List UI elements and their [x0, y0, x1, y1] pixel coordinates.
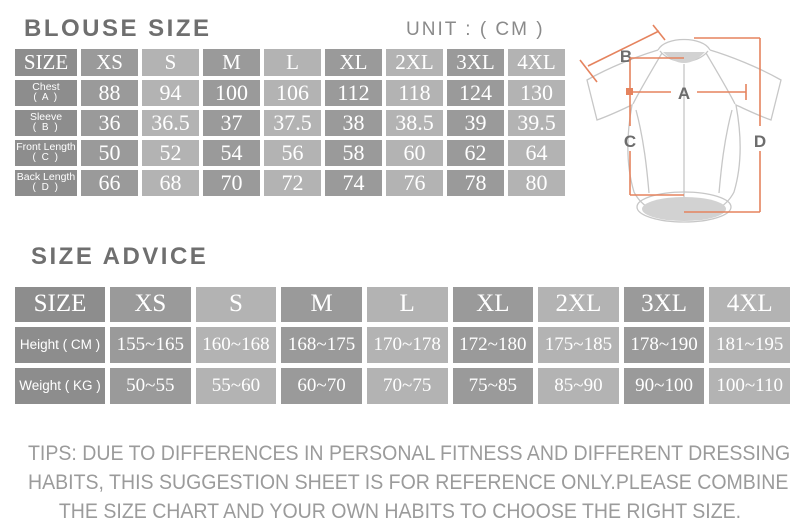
value-cell: 68 [142, 170, 199, 196]
value-cell: 155~165 [110, 327, 191, 363]
measure-tick-b1 [652, 24, 666, 41]
measure-label-a: A [678, 84, 690, 103]
value-cell: 118 [386, 80, 443, 106]
value-cell: 55~60 [195, 368, 277, 404]
value-cell: 80 [508, 170, 565, 196]
value-cell: 50 [81, 140, 138, 166]
measure-label-b: B [620, 47, 632, 66]
value-cell: 39 [447, 110, 504, 136]
column-header-4xl: 4XL [508, 49, 565, 76]
value-cell: 36.5 [142, 110, 199, 136]
value-cell: 64 [508, 140, 565, 166]
value-cell: 178~190 [623, 327, 705, 363]
value-cell: 130 [508, 80, 565, 106]
measure-label-d: D [754, 132, 766, 151]
column-header-xl: XL [452, 287, 534, 322]
value-cell: 37.5 [264, 110, 321, 136]
value-cell: 170~178 [366, 327, 448, 363]
tips-text: TIPS: DUE TO DIFFERENCES IN PERSONAL FIT… [28, 439, 791, 524]
value-cell: 70 [203, 170, 260, 196]
value-cell: 75~85 [452, 368, 534, 404]
row-label: Chest( A ) [15, 80, 77, 106]
value-cell: 172~180 [452, 327, 534, 363]
measure-tick-b2 [579, 59, 598, 83]
blouse-size-title: BLOUSE SIZE [24, 15, 212, 42]
tips-line-1: TIPS: DUE TO DIFFERENCES IN PERSONAL FIT… [28, 442, 791, 465]
column-header-2xl: 2XL [538, 287, 619, 322]
value-cell: 94 [142, 80, 199, 106]
value-cell: 38 [325, 110, 382, 136]
value-cell: 58 [325, 140, 382, 166]
row-label: Front Length( C ) [15, 140, 77, 166]
value-cell: 70~75 [366, 368, 448, 404]
jersey-hem-shade [642, 197, 726, 221]
value-cell: 106 [264, 80, 321, 106]
tips-line-3: THE SIZE CHART AND YOUR OWN HABITS TO CH… [58, 500, 742, 523]
value-cell: 72 [264, 170, 321, 196]
value-cell: 52 [142, 140, 199, 166]
value-cell: 90~100 [623, 368, 705, 404]
column-header-m: M [203, 49, 260, 76]
jersey-collar-outer [657, 38, 711, 51]
value-cell: 66 [81, 170, 138, 196]
column-header-xs: XS [110, 287, 191, 322]
size-advice-table: SIZE XS S M L XL 2XL 3XL 4XL Height ( CM ) 155~165… [15, 287, 790, 409]
value-cell: 56 [264, 140, 321, 166]
measure-line-b [587, 30, 660, 67]
value-cell: 124 [447, 80, 504, 106]
column-header-xs: XS [81, 49, 138, 76]
unit-label: UNIT : ( CM ) [406, 19, 545, 40]
row-label: Weight ( KG ) [15, 368, 105, 404]
value-cell: 160~168 [195, 327, 277, 363]
value-cell: 112 [325, 80, 382, 106]
value-cell: 37 [203, 110, 260, 136]
jersey-left-side-seam [635, 109, 650, 194]
size-column-header: SIZE [15, 287, 105, 322]
tips-line-2: HABITS, THIS SUGGESTION SHEET IS FOR REF… [28, 471, 789, 494]
jersey-hem-outer [636, 191, 732, 223]
size-column-header: SIZE [15, 49, 77, 76]
blouse-size-table: SIZE XS S M L XL 2XL 3XL 4XL Chest( A ) 88 94 100 106… [15, 49, 565, 200]
column-header-l: L [264, 49, 321, 76]
value-cell: 39.5 [508, 110, 565, 136]
value-cell: 60~70 [281, 368, 362, 404]
jersey-measurement-diagram: B A C D [579, 24, 782, 223]
column-header-2xl: 2XL [386, 49, 443, 76]
value-cell: 36 [81, 110, 138, 136]
jersey-right-side-seam [718, 109, 733, 194]
value-cell: 74 [325, 170, 382, 196]
jersey-left-seam [632, 52, 663, 105]
row-label: Sleeve( B ) [15, 110, 77, 136]
column-header-4xl: 4XL [709, 287, 790, 322]
measure-label-c: C [624, 132, 636, 151]
value-cell: 100 [203, 80, 260, 106]
value-cell: 78 [447, 170, 504, 196]
value-cell: 181~195 [709, 327, 790, 363]
column-header-xl: XL [325, 49, 382, 76]
size-advice-title: SIZE ADVICE [31, 243, 209, 270]
value-cell: 88 [81, 80, 138, 106]
column-header-m: M [281, 287, 362, 322]
value-cell: 54 [203, 140, 260, 166]
jersey-right-outline [683, 49, 782, 220]
row-label: Height ( CM ) [15, 327, 105, 363]
column-header-3xl: 3XL [447, 49, 504, 76]
value-cell: 175~185 [538, 327, 619, 363]
row-label: Back Length( D ) [15, 170, 77, 196]
value-cell: 168~175 [281, 327, 362, 363]
value-cell: 100~110 [709, 368, 790, 404]
value-cell: 38.5 [386, 110, 443, 136]
value-cell: 50~55 [110, 368, 191, 404]
value-cell: 62 [447, 140, 504, 166]
jersey-right-seam [705, 52, 736, 105]
value-cell: 60 [386, 140, 443, 166]
value-cell: 76 [386, 170, 443, 196]
column-header-l: L [366, 287, 448, 322]
column-header-3xl: 3XL [623, 287, 705, 322]
column-header-s: S [142, 49, 199, 76]
column-header-s: S [195, 287, 277, 322]
value-cell: 85~90 [538, 368, 619, 404]
